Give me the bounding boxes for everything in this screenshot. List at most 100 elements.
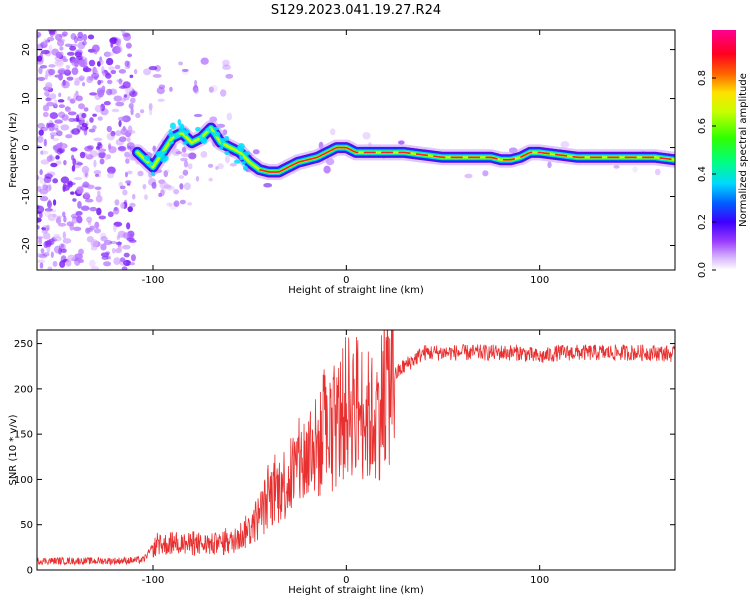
y-tick-label: 10 [21,92,32,105]
ridge-peak [495,157,498,160]
noise-blob [115,138,124,146]
noise-blob [46,101,55,107]
noise-blob [107,79,113,85]
noise-blob [107,166,116,175]
ridge-blob [173,133,181,139]
noise-blob [64,106,70,111]
noise-blob [92,66,97,75]
noise-blob [90,239,99,248]
noise-blob [654,168,661,176]
noise-blob [56,147,63,155]
ridge-blob [168,128,173,134]
noise-blob [100,60,104,65]
noise-blob [208,86,214,93]
ridge-peak [519,155,524,159]
ridge-blob [182,141,188,145]
colorbar-gradient [712,30,736,270]
noise-blob [73,160,82,169]
noise-blob [66,182,76,186]
noise-blob [42,182,47,190]
noise-blob [222,59,230,67]
noise-blob [47,122,55,128]
noise-blob [93,228,101,234]
noise-blob [37,217,42,223]
noise-blob [222,64,231,71]
noise-blob [55,127,59,132]
noise-blob [58,243,66,251]
noise-blob [94,221,100,229]
noise-blob [54,59,64,66]
noise-blob [83,191,90,199]
spectrogram-y-label: Frequency (Hz) [8,112,19,188]
noise-blob [175,151,183,155]
noise-blob [95,146,101,150]
y-tick-label: 150 [14,430,33,441]
noise-blob [158,192,163,198]
noise-blob [54,74,62,78]
noise-blob [77,41,86,50]
noise-blob [130,107,134,116]
noise-blob [86,75,93,84]
noise-blob [38,66,43,75]
noise-blob [91,266,100,270]
noise-blob [113,224,117,233]
noise-blob [109,88,118,95]
ridge-peak [320,153,324,157]
noise-blob [96,190,101,197]
noise-blob [178,175,185,179]
noise-blob [122,189,128,196]
noise-blob [78,248,84,255]
ridge-blob [205,127,212,132]
noise-blob [613,165,620,169]
noise-blob [87,34,95,40]
noise-blob [110,69,117,75]
ridge-blob [195,126,201,132]
noise-blob [263,182,273,188]
noise-blob [62,184,70,191]
noise-blob [81,56,87,62]
noise-blob [47,266,53,270]
noise-blob [76,215,83,224]
noise-blob [125,180,132,184]
noise-blob [148,66,158,71]
noise-blob [163,170,169,178]
noise-blob [152,73,162,78]
noise-blob [40,41,48,49]
noise-blob [179,199,186,205]
noise-blob [142,68,152,76]
ridge-blob [233,159,241,164]
noise-blob [58,33,67,38]
noise-blob [40,248,45,254]
noise-blob [200,57,209,65]
noise-blob [111,108,120,113]
noise-blob [123,199,128,208]
noise-blob [58,247,62,255]
noise-blob [47,213,57,222]
snr-x-label: Height of straight line (km) [288,585,424,596]
noise-blob [183,182,191,191]
y-tick-label: -10 [21,188,32,204]
noise-blob [148,177,157,186]
noise-blob [94,186,102,191]
noise-blob [252,149,260,155]
noise-blob [130,254,136,262]
noise-blob [142,183,147,190]
noise-blob [118,78,123,85]
noise-blob [117,245,123,251]
noise-blob [53,99,58,107]
noise-blob [92,113,97,117]
noise-blob [37,175,40,181]
noise-blob [96,87,106,95]
noise-blob [48,44,53,53]
noise-blob [89,92,98,96]
noise-blob [75,95,83,102]
noise-blob [67,111,77,116]
noise-blob [43,90,50,97]
noise-blob [49,154,53,161]
noise-blob [49,132,58,137]
noise-blob [108,144,112,150]
noise-blob [45,97,52,102]
noise-blob [123,33,132,41]
noise-blob [88,76,96,81]
ridge-blob [237,143,245,150]
